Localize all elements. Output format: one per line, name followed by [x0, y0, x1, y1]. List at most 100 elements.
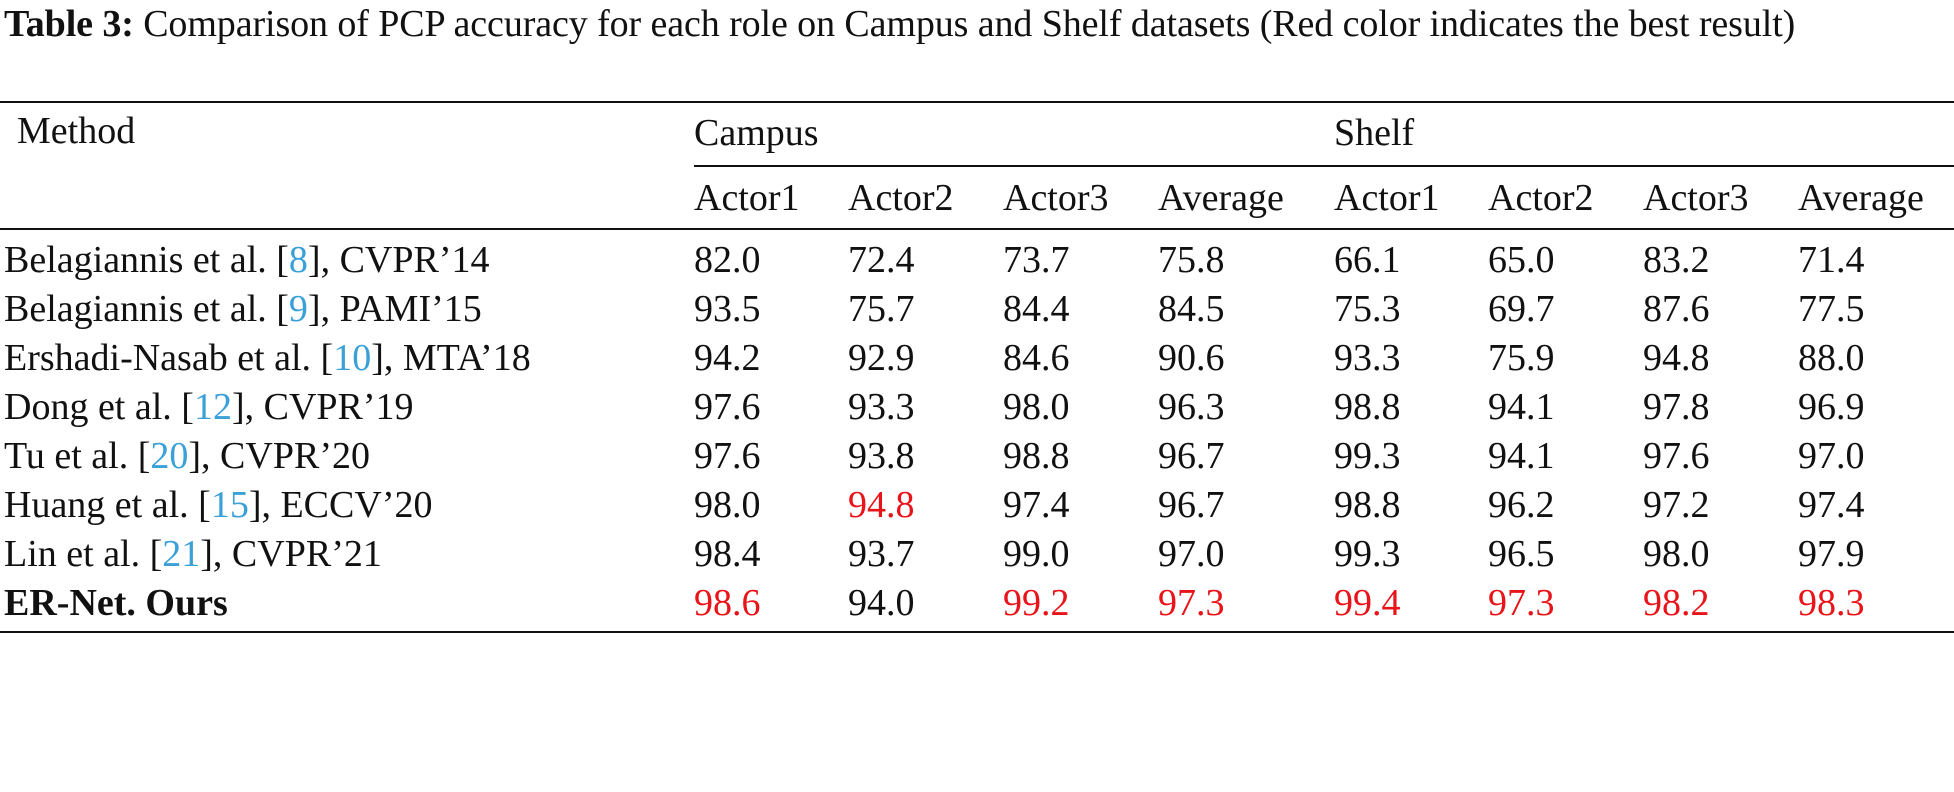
- value-cell: 93.3: [1334, 337, 1401, 379]
- method-name: Belagiannis et al. [9], PAMI’15: [4, 286, 482, 332]
- value-cell: 94.8: [848, 484, 915, 526]
- value-cell: 96.9: [1798, 386, 1865, 428]
- method-name: Huang et al. [15], ECCV’20: [4, 482, 432, 528]
- value-cell: 75.7: [848, 288, 915, 330]
- shelf-group-header: Shelf: [1334, 112, 1415, 154]
- campus-actor1-header: Actor1: [694, 177, 800, 219]
- method-venue: ], CVPR’21: [200, 533, 382, 575]
- citation-link[interactable]: 12: [193, 386, 232, 428]
- value-cell: 75.8: [1158, 239, 1225, 281]
- value-cell: 97.4: [1003, 484, 1070, 526]
- method-venue: ], CVPR’20: [188, 435, 370, 477]
- value-cell: 94.1: [1488, 386, 1555, 428]
- value-cell: 87.6: [1643, 288, 1710, 330]
- method-author: Lin et al. [: [4, 533, 163, 575]
- citation-link[interactable]: 15: [210, 484, 249, 526]
- value-cell: 98.0: [1643, 533, 1710, 575]
- value-cell: 98.3: [1798, 582, 1865, 624]
- shelf-actor1-header: Actor1: [1334, 177, 1440, 219]
- value-cell: 93.5: [694, 288, 761, 330]
- value-cell: 96.3: [1158, 386, 1225, 428]
- method-name: Belagiannis et al. [8], CVPR’14: [4, 237, 490, 283]
- value-cell: 77.5: [1798, 288, 1865, 330]
- value-cell: 66.1: [1334, 239, 1401, 281]
- value-cell: 99.4: [1334, 582, 1401, 624]
- citation-link[interactable]: 10: [333, 337, 372, 379]
- method-venue: ], CVPR’14: [307, 239, 490, 281]
- method-name: Lin et al. [21], CVPR’21: [4, 531, 382, 577]
- caption-label: Table 3:: [4, 3, 134, 45]
- value-cell: 72.4: [848, 239, 915, 281]
- value-cell: 69.7: [1488, 288, 1555, 330]
- value-cell: 97.0: [1158, 533, 1225, 575]
- method-author: Tu et al. [: [4, 435, 151, 477]
- shelf-average-header: Average: [1798, 177, 1924, 219]
- campus-group-header: Campus: [694, 112, 819, 154]
- method-name: ER-Net. Ours: [4, 582, 228, 624]
- value-cell: 82.0: [694, 239, 761, 281]
- value-cell: 99.3: [1334, 533, 1401, 575]
- value-cell: 98.0: [1003, 386, 1070, 428]
- citation-link[interactable]: 8: [288, 239, 308, 281]
- campus-actor3-header: Actor3: [1003, 177, 1109, 219]
- value-cell: 97.9: [1798, 533, 1865, 575]
- shelf-actor3-header: Actor3: [1643, 177, 1749, 219]
- method-venue: ], CVPR’19: [231, 386, 414, 428]
- method-name: Ershadi-Nasab et al. [10], MTA’18: [4, 335, 531, 381]
- value-cell: 88.0: [1798, 337, 1865, 379]
- value-cell: 99.3: [1334, 435, 1401, 477]
- method-author: Dong et al. [: [4, 386, 194, 428]
- method-author: Ershadi-Nasab et al. [: [4, 337, 334, 379]
- caption-text: Comparison of PCP accuracy for each role…: [143, 3, 1796, 45]
- value-cell: 96.2: [1488, 484, 1555, 526]
- method-author: Huang et al. [: [4, 484, 211, 526]
- value-cell: 97.6: [694, 435, 761, 477]
- value-cell: 97.3: [1488, 582, 1555, 624]
- value-cell: 96.5: [1488, 533, 1555, 575]
- group-rule: [694, 165, 1954, 167]
- value-cell: 94.1: [1488, 435, 1555, 477]
- citation-link[interactable]: 21: [162, 533, 201, 575]
- value-cell: 84.4: [1003, 288, 1070, 330]
- value-cell: 97.4: [1798, 484, 1865, 526]
- value-cell: 84.5: [1158, 288, 1225, 330]
- value-cell: 98.0: [694, 484, 761, 526]
- campus-average-header: Average: [1158, 177, 1284, 219]
- value-cell: 65.0: [1488, 239, 1555, 281]
- value-cell: 94.2: [694, 337, 761, 379]
- bottom-rule: [0, 631, 1954, 633]
- value-cell: 98.8: [1334, 484, 1401, 526]
- value-cell: 97.6: [694, 386, 761, 428]
- value-cell: 97.8: [1643, 386, 1710, 428]
- value-cell: 92.9: [848, 337, 915, 379]
- value-cell: 93.7: [848, 533, 915, 575]
- value-cell: 97.6: [1643, 435, 1710, 477]
- value-cell: 98.6: [694, 582, 761, 624]
- citation-link[interactable]: 9: [288, 288, 308, 330]
- value-cell: 98.8: [1334, 386, 1401, 428]
- method-author: Belagiannis et al. [: [4, 239, 289, 281]
- top-rule: [0, 101, 1954, 103]
- method-venue: ], PAMI’15: [307, 288, 482, 330]
- value-cell: 96.7: [1158, 435, 1225, 477]
- campus-actor2-header: Actor2: [848, 177, 954, 219]
- value-cell: 99.0: [1003, 533, 1070, 575]
- value-cell: 75.3: [1334, 288, 1401, 330]
- shelf-actor2-header: Actor2: [1488, 177, 1594, 219]
- value-cell: 75.9: [1488, 337, 1555, 379]
- value-cell: 97.2: [1643, 484, 1710, 526]
- table-caption: Table 3: Comparison of PCP accuracy for …: [4, 0, 1952, 49]
- method-name: Dong et al. [12], CVPR’19: [4, 384, 414, 430]
- value-cell: 93.8: [848, 435, 915, 477]
- value-cell: 97.0: [1798, 435, 1865, 477]
- value-cell: 83.2: [1643, 239, 1710, 281]
- value-cell: 71.4: [1798, 239, 1865, 281]
- method-venue: ], MTA’18: [371, 337, 531, 379]
- value-cell: 98.8: [1003, 435, 1070, 477]
- method-header: Method: [17, 110, 136, 152]
- value-cell: 98.4: [694, 533, 761, 575]
- method-author: Belagiannis et al. [: [4, 288, 289, 330]
- value-cell: 73.7: [1003, 239, 1070, 281]
- value-cell: 90.6: [1158, 337, 1225, 379]
- citation-link[interactable]: 20: [150, 435, 189, 477]
